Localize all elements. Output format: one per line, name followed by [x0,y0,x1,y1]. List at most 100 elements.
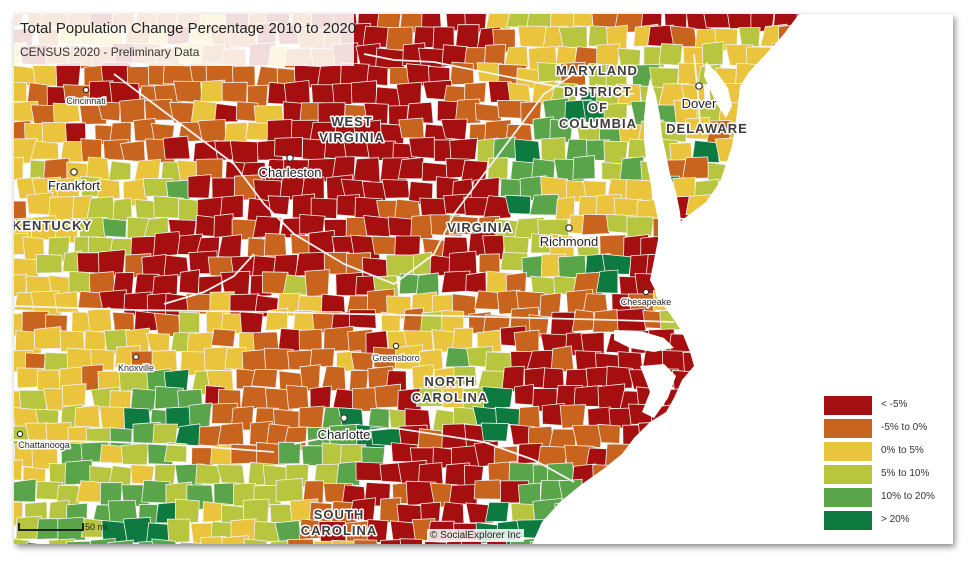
pamlico-sound [640,364,676,418]
city-label-knoxville: Knoxville [118,363,154,373]
choropleth-map[interactable]: WEST VIRGINIA MARYLAND DISTRICT OF COLUMBIA DE… [14,14,953,544]
county-cell [217,422,245,446]
county-cell [243,538,268,544]
legend-swatch [824,419,872,438]
county-cell [626,216,655,238]
county-cell [152,423,178,447]
county-cell [463,82,487,103]
legend: < -5% -5% to 0% 0% to 5% 5% to 10% 10% t… [824,396,944,534]
county-cell [239,311,264,336]
county-cell [144,98,174,121]
state-label-delaware: DELAWARE [666,121,748,136]
county-cell [178,311,200,335]
county-cell [221,81,248,104]
county-cell [26,542,47,544]
legend-item: 0% to 5% [824,442,944,463]
city-marker-chesapeake [642,288,650,296]
county-cell [597,423,621,444]
county-cell [145,332,171,354]
county-cell [274,520,302,542]
county-cell [478,253,501,274]
county-cell [108,160,132,181]
county-cell [119,140,146,163]
county-cell [474,103,502,123]
albemarle-sound [614,330,674,352]
county-cell [310,197,338,220]
state-label-virginia: VIRGINIA [447,220,513,235]
county-cell [120,442,149,466]
county-cell [197,118,227,143]
county-cell [440,118,468,141]
county-cell [118,369,150,392]
county-cell [348,309,377,329]
city-label-chesapeake: Chesapeake [621,297,672,307]
county-cell [485,501,510,522]
county-cell [526,349,555,371]
county-cell [14,478,37,503]
city-marker-charleston [286,154,294,162]
legend-label: 0% to 5% [881,445,924,456]
county-cell [531,158,556,179]
county-cell [287,538,314,544]
county-cell [86,307,113,333]
county-cell [449,137,478,162]
county-cell [406,101,434,124]
county-cell [309,348,336,368]
county-cell [99,444,124,464]
county-cell [572,155,596,180]
county-cell [507,82,531,103]
county-cell [304,269,330,298]
county-cell [658,43,683,66]
county-cell [455,24,480,49]
delaware-bay [704,62,732,118]
city-marker-chattanooga [16,430,24,438]
county-cell [219,194,244,219]
county-cell [380,538,407,544]
county-cell [74,404,101,428]
legend-label: -5% to 0% [881,422,928,433]
county-cell [14,156,24,181]
map-labels: WEST VIRGINIA MARYLAND DISTRICT OF COLUMBIA DE… [14,62,748,540]
county-cell [174,498,200,525]
county-cell [402,307,424,334]
county-cell [682,156,710,179]
county-cell [366,65,389,87]
state-label-maryland: MARYLAND [556,63,638,78]
legend-label: < -5% [881,399,908,410]
county-cell [482,195,512,221]
state-label-west-virginia: WEST VIRGINIA [319,114,385,145]
city-label-charleston: Charleston [259,165,322,180]
county-cell [331,82,354,106]
legend-swatch [824,442,872,461]
state-borders [14,53,715,483]
county-cell [267,195,290,216]
city-label-cincinnati: Cincinnati [66,96,106,106]
county-cell [30,140,60,160]
legend-swatch [824,511,872,530]
county-cell [200,535,227,544]
county-cell [275,477,304,503]
county-cell [96,101,122,122]
map-frame[interactable]: WEST VIRGINIA MARYLAND DISTRICT OF COLUMBIA DE… [14,14,953,544]
county-cell [178,269,201,295]
city-label-chattanooga: Chattanooga [18,440,70,450]
county-cell [350,351,374,372]
county-cell [53,290,79,313]
county-cell [278,441,301,465]
county-cell [371,235,398,256]
county-cell [250,368,278,389]
county-cell [298,328,323,351]
city-marker-richmond [565,224,573,232]
county-cell [60,140,85,163]
county-cell [166,518,191,544]
county-cell [581,213,610,236]
city-marker-charlotte [340,414,348,422]
county-cell [344,520,372,544]
county-cell [571,424,603,448]
county-cell [14,538,31,544]
county-cell [217,234,243,259]
county-cell [335,460,361,486]
county-cell [119,98,146,124]
county-cell [476,329,502,353]
county-cell [453,366,478,386]
